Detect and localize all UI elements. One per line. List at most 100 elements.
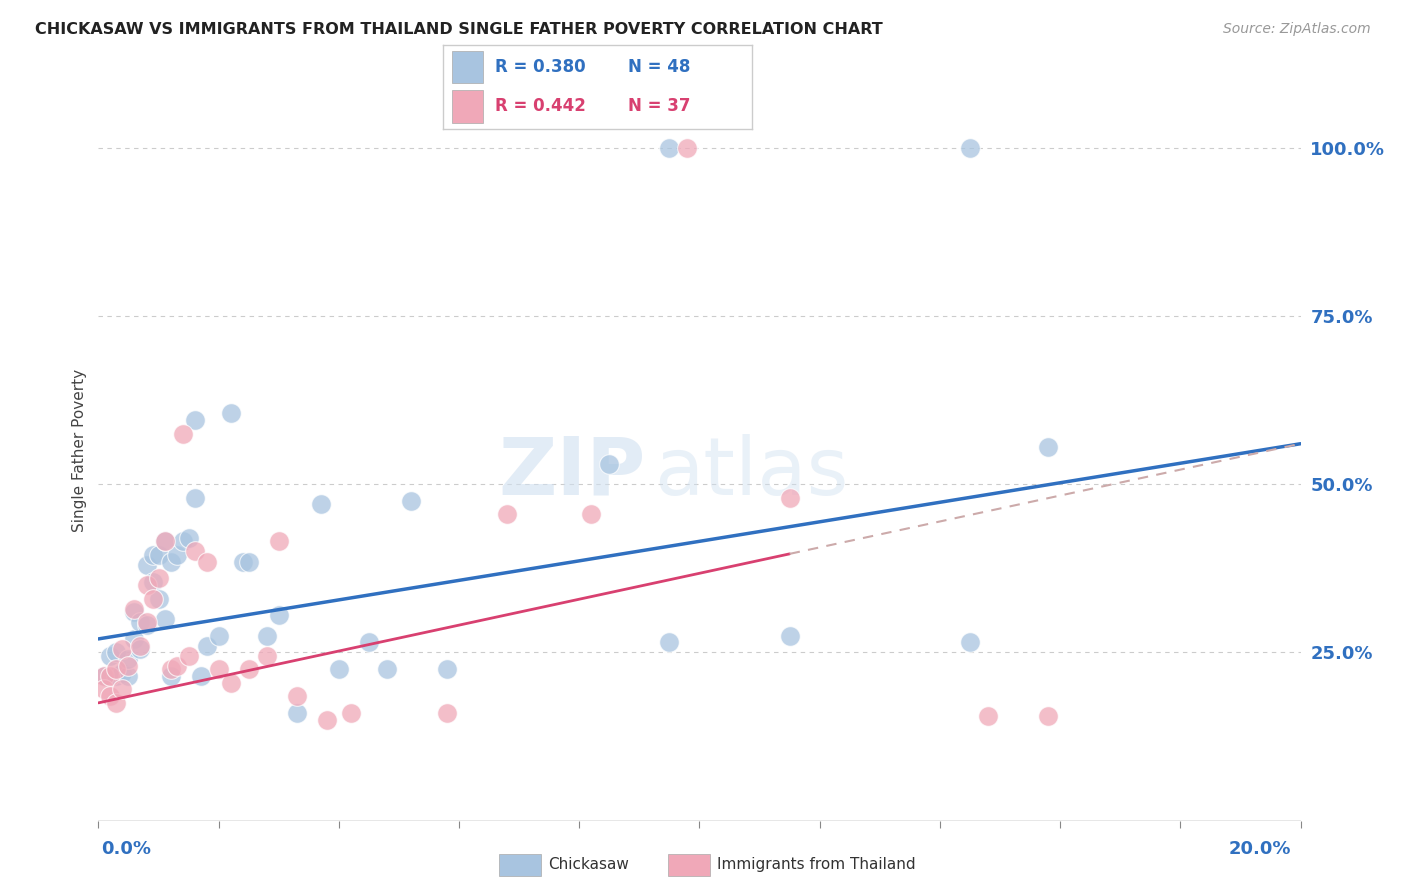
Point bbox=[267, 608, 290, 623]
Point bbox=[100, 648, 122, 663]
Text: 20.0%: 20.0% bbox=[1229, 840, 1291, 858]
Point bbox=[111, 642, 134, 657]
Point bbox=[285, 689, 308, 703]
Text: R = 0.442: R = 0.442 bbox=[495, 97, 586, 115]
Point bbox=[166, 658, 188, 673]
Point bbox=[159, 669, 181, 683]
Text: Source: ZipAtlas.com: Source: ZipAtlas.com bbox=[1223, 22, 1371, 37]
Point bbox=[399, 494, 422, 508]
Point bbox=[166, 548, 188, 562]
Point bbox=[436, 706, 458, 720]
Point bbox=[117, 669, 139, 683]
Point bbox=[172, 534, 194, 549]
Point bbox=[159, 555, 181, 569]
Point bbox=[658, 635, 681, 649]
Point bbox=[124, 605, 146, 619]
Point bbox=[195, 639, 218, 653]
Point bbox=[135, 578, 157, 592]
Point bbox=[105, 662, 128, 676]
Point bbox=[779, 628, 801, 642]
Point bbox=[105, 645, 128, 659]
Point bbox=[153, 534, 176, 549]
Point bbox=[129, 639, 152, 653]
Point bbox=[148, 591, 170, 606]
Point bbox=[208, 662, 231, 676]
Point bbox=[598, 457, 620, 471]
Point bbox=[309, 497, 332, 511]
Point bbox=[148, 571, 170, 585]
Point bbox=[676, 140, 699, 154]
Point bbox=[177, 648, 200, 663]
Point bbox=[153, 612, 176, 626]
Point bbox=[129, 615, 152, 629]
Text: atlas: atlas bbox=[654, 434, 848, 512]
Text: R = 0.380: R = 0.380 bbox=[495, 59, 586, 77]
Point bbox=[93, 682, 115, 697]
Point bbox=[100, 669, 122, 683]
Point bbox=[315, 713, 337, 727]
Point bbox=[375, 662, 398, 676]
Point bbox=[256, 648, 278, 663]
Text: 0.0%: 0.0% bbox=[101, 840, 152, 858]
Point bbox=[208, 628, 231, 642]
Point bbox=[124, 601, 146, 615]
Point bbox=[1036, 440, 1059, 454]
Point bbox=[183, 544, 205, 558]
Point bbox=[238, 662, 260, 676]
Point bbox=[238, 555, 260, 569]
Point bbox=[148, 548, 170, 562]
Point bbox=[135, 558, 157, 572]
Point bbox=[141, 548, 163, 562]
Point bbox=[436, 662, 458, 676]
Point bbox=[105, 669, 128, 683]
Text: N = 37: N = 37 bbox=[628, 97, 690, 115]
Point bbox=[328, 662, 350, 676]
Point bbox=[93, 669, 115, 683]
Point bbox=[100, 689, 122, 703]
Point bbox=[153, 534, 176, 549]
Point bbox=[232, 555, 254, 569]
Point bbox=[219, 407, 242, 421]
Text: Immigrants from Thailand: Immigrants from Thailand bbox=[717, 857, 915, 871]
Point bbox=[959, 140, 981, 154]
Point bbox=[141, 574, 163, 589]
Point bbox=[779, 491, 801, 505]
Text: N = 48: N = 48 bbox=[628, 59, 690, 77]
Point bbox=[172, 426, 194, 441]
Point bbox=[117, 658, 139, 673]
Point bbox=[340, 706, 363, 720]
Point bbox=[581, 508, 603, 522]
Point bbox=[135, 615, 157, 629]
Point bbox=[959, 635, 981, 649]
Point bbox=[183, 491, 205, 505]
Point bbox=[977, 709, 1000, 723]
FancyBboxPatch shape bbox=[453, 51, 484, 83]
Point bbox=[357, 635, 380, 649]
Text: CHICKASAW VS IMMIGRANTS FROM THAILAND SINGLE FATHER POVERTY CORRELATION CHART: CHICKASAW VS IMMIGRANTS FROM THAILAND SI… bbox=[35, 22, 883, 37]
Point bbox=[285, 706, 308, 720]
Text: ZIP: ZIP bbox=[498, 434, 645, 512]
Point bbox=[135, 618, 157, 632]
Point bbox=[267, 534, 290, 549]
Point bbox=[93, 669, 115, 683]
Point bbox=[111, 665, 134, 680]
Point bbox=[159, 662, 181, 676]
Point bbox=[1036, 709, 1059, 723]
Point bbox=[129, 642, 152, 657]
Point bbox=[496, 508, 519, 522]
Point bbox=[117, 652, 139, 666]
Point bbox=[190, 669, 212, 683]
Point bbox=[177, 531, 200, 545]
FancyBboxPatch shape bbox=[453, 90, 484, 122]
Point bbox=[111, 682, 134, 697]
Point bbox=[256, 628, 278, 642]
Y-axis label: Single Father Poverty: Single Father Poverty bbox=[72, 369, 87, 532]
Point bbox=[183, 413, 205, 427]
Point bbox=[124, 632, 146, 646]
Point bbox=[141, 591, 163, 606]
Point bbox=[105, 696, 128, 710]
Text: Chickasaw: Chickasaw bbox=[548, 857, 630, 871]
Point bbox=[658, 140, 681, 154]
Point bbox=[195, 555, 218, 569]
Point bbox=[219, 675, 242, 690]
